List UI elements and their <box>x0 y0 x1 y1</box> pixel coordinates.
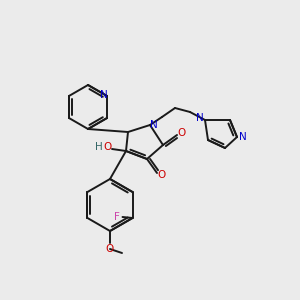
Text: N: N <box>150 120 158 130</box>
Text: O: O <box>178 128 186 138</box>
Text: O: O <box>106 244 114 254</box>
Text: F: F <box>114 212 119 222</box>
Text: O: O <box>103 142 111 152</box>
Text: N: N <box>196 113 204 123</box>
Text: N: N <box>100 90 108 100</box>
Text: H: H <box>95 142 103 152</box>
Text: N: N <box>239 132 247 142</box>
Text: O: O <box>158 170 166 180</box>
